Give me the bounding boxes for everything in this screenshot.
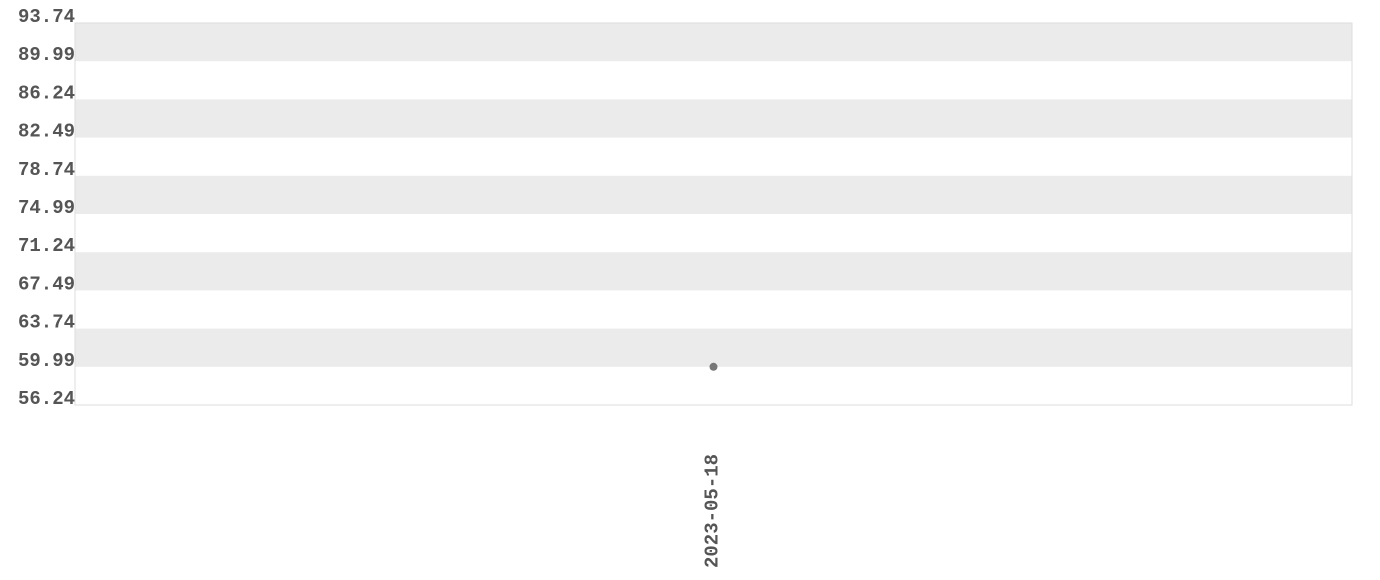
y-tick-label: 93.74 bbox=[18, 6, 75, 28]
y-tick-label: 86.24 bbox=[18, 82, 75, 104]
grid-band bbox=[75, 23, 1352, 62]
grid-band bbox=[75, 175, 1352, 214]
y-tick-label: 71.24 bbox=[18, 235, 75, 257]
y-tick-label: 67.49 bbox=[18, 273, 75, 295]
y-tick-label: 63.74 bbox=[18, 312, 75, 334]
y-tick-label: 59.99 bbox=[18, 350, 75, 372]
y-tick-label: 78.74 bbox=[18, 159, 75, 181]
x-tick-label: 2023-05-18 bbox=[702, 454, 724, 568]
grid-band bbox=[75, 252, 1352, 291]
data-point bbox=[709, 362, 718, 371]
y-tick-label: 82.49 bbox=[18, 121, 75, 143]
y-tick-label: 56.24 bbox=[18, 388, 75, 410]
plot-border bbox=[74, 22, 1353, 406]
y-tick-label: 74.99 bbox=[18, 197, 75, 219]
grid-band bbox=[75, 99, 1352, 138]
y-tick-label: 89.99 bbox=[18, 44, 75, 66]
grid-band bbox=[75, 328, 1352, 367]
